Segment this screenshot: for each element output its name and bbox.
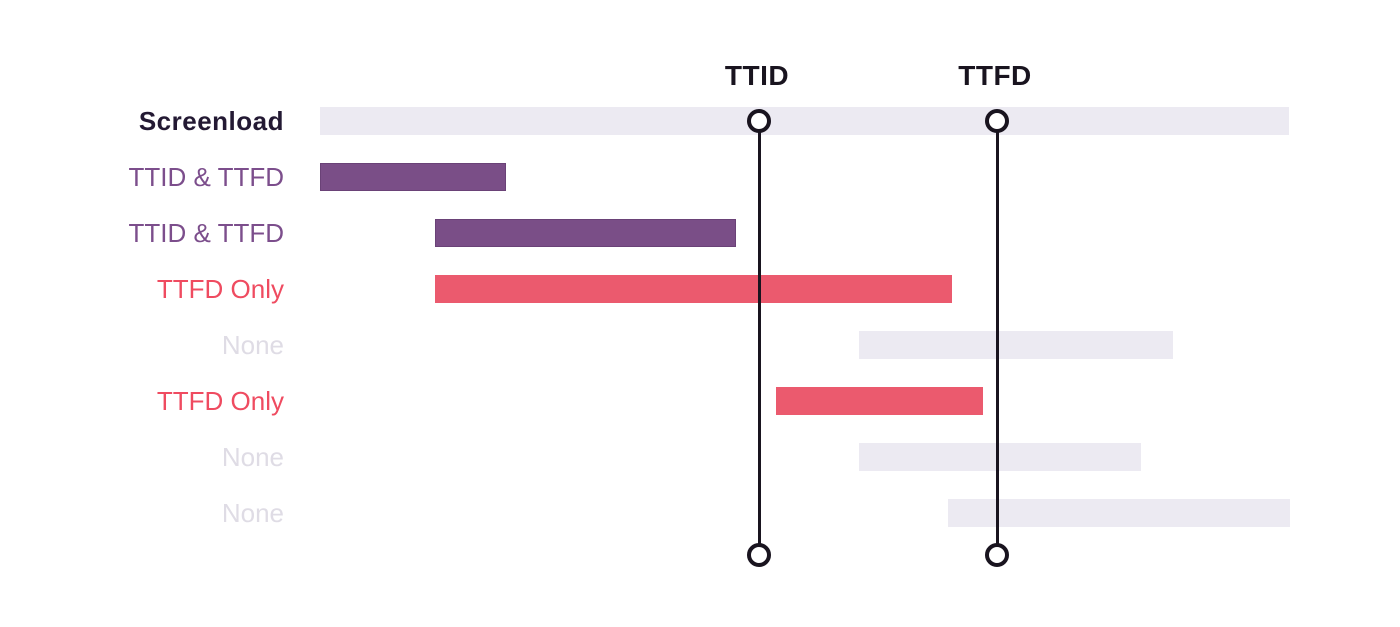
marker-top-circle — [747, 109, 771, 133]
row-label: TTID & TTFD — [128, 162, 284, 192]
row-label: TTID & TTFD — [128, 218, 284, 248]
marker-bottom-circle — [985, 543, 1009, 567]
span-bar — [435, 219, 736, 247]
span-bar — [320, 163, 506, 191]
span-bar — [859, 443, 1141, 471]
span-bar — [320, 107, 1289, 135]
marker-label: TTID — [724, 60, 790, 91]
row-label: None — [221, 330, 284, 360]
row-label: None — [221, 442, 284, 472]
marker-line — [757, 121, 761, 555]
span-bar — [948, 499, 1290, 527]
marker-top-circle — [985, 109, 1009, 133]
span-bar — [776, 387, 983, 415]
span-bar — [435, 275, 952, 303]
span-bar — [859, 331, 1173, 359]
row-label: None — [221, 498, 284, 528]
row-label: TTFD Only — [156, 386, 284, 416]
row-label: Screenload — [138, 106, 284, 136]
marker-bottom-circle — [747, 543, 771, 567]
marker-label: TTFD — [958, 60, 1032, 91]
marker-line — [995, 121, 999, 555]
row-label: TTFD Only — [156, 274, 284, 304]
